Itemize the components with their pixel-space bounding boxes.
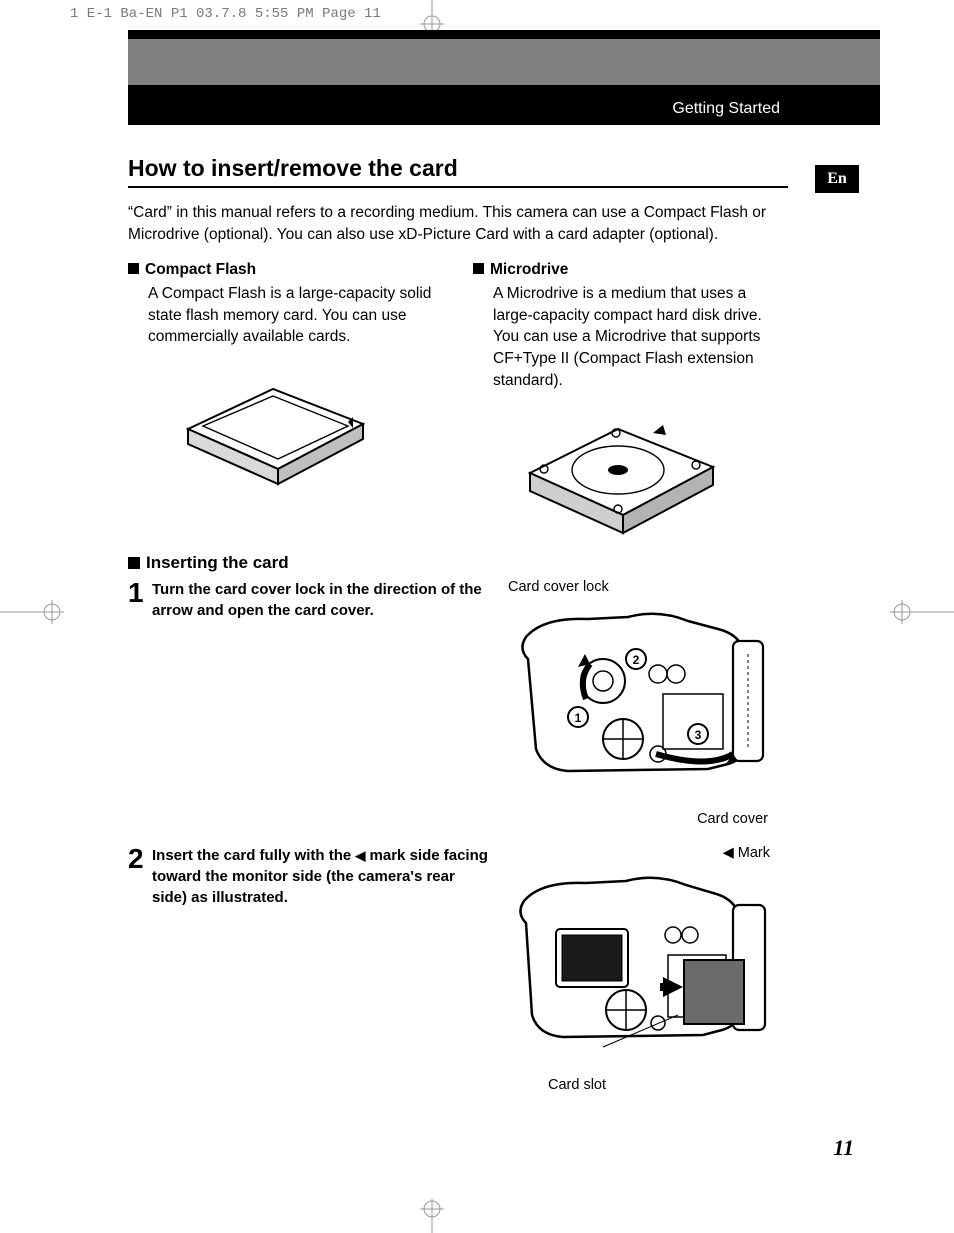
print-job-header: 1 E-1 Ba-EN P1 03.7.8 5:55 PM Page 11 (70, 6, 381, 22)
step-1-callout-top: Card cover lock (508, 579, 788, 595)
language-badge: En (815, 165, 859, 193)
microdrive-body: A Microdrive is a medium that uses a lar… (473, 283, 788, 391)
step-1-left: 1 Turn the card cover lock in the direct… (128, 579, 492, 827)
crop-mark-left (0, 596, 70, 628)
page-content: How to insert/remove the card “Card” in … (128, 155, 788, 1111)
step-1-camera-illustration: 2 1 3 (508, 599, 778, 809)
step-2-camera-illustration (508, 865, 778, 1075)
step-2-callout-bottom: Card slot (508, 1077, 788, 1093)
step-2-row: 2 Insert the card fully with the ◀ mark … (128, 845, 788, 1093)
microdrive-column: Microdrive A Microdrive is a medium that… (473, 261, 788, 547)
step-1-row: 1 Turn the card cover lock in the direct… (128, 579, 788, 827)
step-1-text: Turn the card cover lock in the directio… (152, 579, 492, 827)
microdrive-heading-text: Microdrive (490, 261, 568, 278)
step-2-callout-top: ◀ Mark (508, 845, 788, 861)
section-label: Getting Started (672, 100, 780, 118)
page-number: 11 (833, 1135, 854, 1161)
microdrive-heading: Microdrive (473, 261, 788, 279)
step-1-right: Card cover lock 2 (508, 579, 788, 827)
crop-mark-top (416, 0, 448, 34)
crop-mark-right (884, 596, 954, 628)
step-2-text: Insert the card fully with the ◀ mark si… (152, 845, 492, 1093)
step-2-right: ◀ Mark (508, 845, 788, 1093)
crop-mark-bottom (416, 1199, 448, 1233)
microdrive-illustration (503, 407, 733, 537)
header-grey-band (128, 39, 880, 85)
step-2-number: 2 (128, 845, 152, 1093)
svg-text:1: 1 (575, 711, 582, 725)
triangle-left-icon: ◀ (355, 848, 365, 863)
intro-paragraph: “Card” in this manual refers to a record… (128, 202, 788, 247)
svg-text:2: 2 (633, 653, 640, 667)
page-title: How to insert/remove the card (128, 155, 788, 188)
step-2-text-before: Insert the card fully with the (152, 847, 355, 864)
compact-flash-heading-text: Compact Flash (145, 261, 256, 278)
bullet-square-icon (128, 263, 139, 274)
step-1-number: 1 (128, 579, 152, 827)
compact-flash-column: Compact Flash A Compact Flash is a large… (128, 261, 443, 547)
inserting-heading-text: Inserting the card (146, 553, 289, 572)
svg-text:3: 3 (695, 728, 702, 742)
bullet-square-icon (473, 263, 484, 274)
step-1-callout-bottom: Card cover (508, 811, 788, 827)
compact-flash-heading: Compact Flash (128, 261, 443, 279)
inserting-heading: Inserting the card (128, 553, 788, 573)
card-types-columns: Compact Flash A Compact Flash is a large… (128, 261, 788, 547)
step-2-left: 2 Insert the card fully with the ◀ mark … (128, 845, 492, 1093)
compact-flash-illustration (158, 364, 388, 494)
compact-flash-body: A Compact Flash is a large-capacity soli… (128, 283, 443, 348)
bullet-square-icon (128, 557, 140, 569)
header-band: Getting Started (128, 30, 880, 125)
